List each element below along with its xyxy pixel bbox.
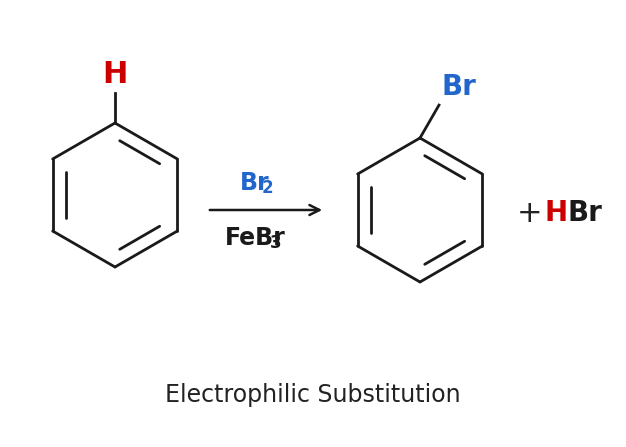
Text: Br: Br [240,171,270,195]
Text: Br: Br [568,199,603,227]
Text: 2: 2 [261,179,273,197]
Text: Electrophilic Substitution: Electrophilic Substitution [165,383,461,407]
Text: H: H [545,199,568,227]
Text: H: H [102,60,128,89]
Text: +: + [517,198,543,228]
Text: Br: Br [441,73,476,101]
Text: FeBr: FeBr [225,226,285,250]
Text: 3: 3 [270,234,282,252]
